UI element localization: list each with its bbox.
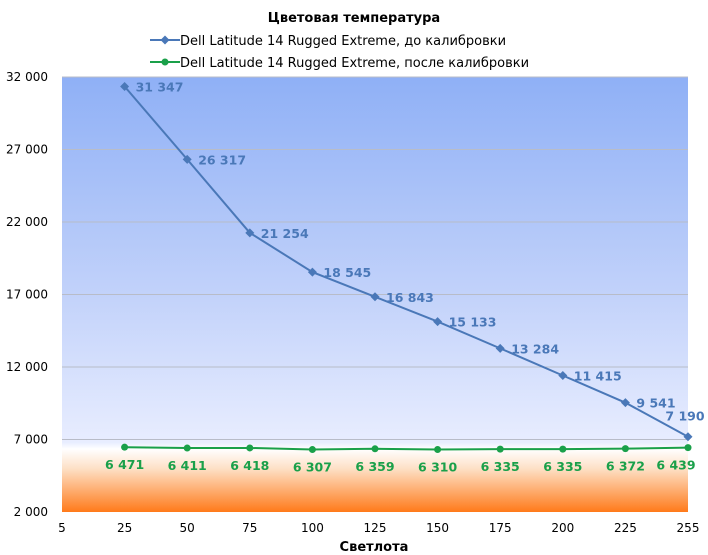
data-label: 7 190 xyxy=(665,409,704,424)
chart-title: Цветовая температура xyxy=(268,11,440,26)
legend-label: Dell Latitude 14 Rugged Extreme, после к… xyxy=(180,56,529,71)
x-tick-label: 255 xyxy=(677,521,700,535)
y-axis: 2 000 7 000 12 000 17 000 22 000 27 000 32 000 xyxy=(6,70,48,519)
x-tick-label: 25 xyxy=(117,521,132,535)
data-point xyxy=(683,432,693,442)
data-label: 6 418 xyxy=(230,458,269,473)
data-point xyxy=(558,370,568,380)
data-label: 16 843 xyxy=(386,290,434,305)
data-label: 6 372 xyxy=(606,459,645,474)
data-label: 31 347 xyxy=(136,79,184,94)
data-point xyxy=(182,154,192,164)
x-axis: 5 25 50 75 100 125 150 175 200 225 255 xyxy=(58,521,699,535)
data-label: 26 317 xyxy=(198,152,246,167)
y-tick-label: 17 000 xyxy=(6,288,48,302)
series-layer: 31 347 26 317 21 254 18 545 16 843 15 133 13 2… xyxy=(105,79,705,474)
x-tick-label: 5 xyxy=(58,521,66,535)
data-point xyxy=(434,446,442,454)
x-tick-label: 50 xyxy=(180,521,195,535)
x-tick-label: 100 xyxy=(301,521,324,535)
x-tick-label: 175 xyxy=(489,521,512,535)
data-point xyxy=(684,444,692,452)
y-tick-label: 22 000 xyxy=(6,215,48,229)
data-label: 6 359 xyxy=(355,459,394,474)
data-point xyxy=(307,267,317,277)
y-tick-label: 12 000 xyxy=(6,360,48,374)
data-point xyxy=(496,445,504,453)
data-point xyxy=(621,445,629,453)
data-label: 6 335 xyxy=(481,459,520,474)
data-label: 6 439 xyxy=(656,458,695,473)
data-point xyxy=(245,228,255,238)
data-point xyxy=(620,398,630,408)
data-label: 6 411 xyxy=(168,458,207,473)
data-label: 6 335 xyxy=(543,459,582,474)
series-line xyxy=(123,85,689,438)
data-point xyxy=(559,445,567,453)
data-label: 18 545 xyxy=(323,265,371,280)
y-tick-label: 27 000 xyxy=(6,143,48,157)
data-label: 6 310 xyxy=(418,460,457,475)
data-label: 21 254 xyxy=(261,226,309,241)
x-tick-label: 225 xyxy=(614,521,637,535)
y-tick-label: 7 000 xyxy=(14,433,48,447)
data-point xyxy=(246,444,254,452)
x-tick-label: 125 xyxy=(364,521,387,535)
x-tick-label: 150 xyxy=(426,521,449,535)
data-point xyxy=(308,446,316,454)
data-point xyxy=(370,292,380,302)
data-label: 13 284 xyxy=(511,341,559,356)
y-tick-label: 32 000 xyxy=(6,70,48,84)
x-axis-label: Светлота xyxy=(340,540,409,555)
data-point xyxy=(120,81,130,91)
y-tick-label: 2 000 xyxy=(14,505,48,519)
gridlines xyxy=(62,76,688,440)
legend-marker xyxy=(160,35,170,45)
data-label: 9 541 xyxy=(636,396,675,411)
x-tick-label: 200 xyxy=(551,521,574,535)
data-point xyxy=(371,445,379,453)
legend-marker xyxy=(161,58,169,66)
legend-label: Dell Latitude 14 Rugged Extreme, до кали… xyxy=(180,34,506,49)
data-point xyxy=(433,317,443,327)
data-label: 6 471 xyxy=(105,457,144,472)
data-label: 11 415 xyxy=(574,368,622,383)
data-point xyxy=(183,444,191,452)
series-line xyxy=(124,446,689,451)
data-label: 15 133 xyxy=(449,315,497,330)
data-point xyxy=(495,343,505,353)
x-tick-label: 75 xyxy=(242,521,257,535)
legend: Dell Latitude 14 Rugged Extreme, до кали… xyxy=(150,34,529,71)
data-point xyxy=(121,443,129,451)
data-label: 6 307 xyxy=(293,460,332,475)
